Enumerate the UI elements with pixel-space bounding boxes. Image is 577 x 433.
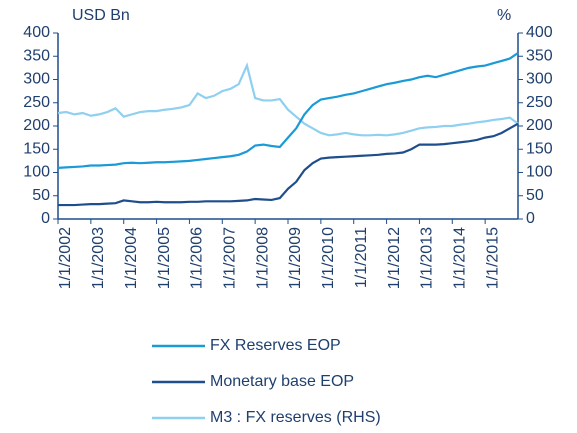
y2-tick-label: 200 [526,117,553,134]
x-tick-label: 1/1/2011 [353,227,370,288]
y2-tick-label: 300 [526,71,553,88]
y2-tick-label: 250 [526,94,553,111]
x-tick-label: 1/1/2002 [57,227,74,289]
x-tick-label: 1/1/2003 [90,227,107,289]
y2-tick-label: 100 [526,164,553,181]
x-tick-label: 1/1/2005 [156,227,173,289]
y-tick-label: 0 [41,210,50,227]
y2-tick-label: 50 [526,187,544,204]
x-tick-label: 1/1/2009 [287,227,304,289]
x-tick-label: 1/1/2006 [189,227,206,289]
y-tick-label: 100 [23,164,50,181]
x-tick-label: 1/1/2007 [222,227,239,289]
series-line [57,62,519,137]
x-tick-label: 1/1/2014 [452,227,469,289]
legend-label: Monetary base EOP [210,373,354,390]
x-tick-label: 1/1/2012 [386,227,403,289]
series-line [58,122,519,207]
x-tick-label: 1/1/2008 [254,227,271,289]
y-tick-label: 50 [32,187,50,204]
y2-tick-label: 400 [526,24,553,41]
y-tick-label: 250 [23,94,50,111]
y-tick-label: 200 [23,117,50,134]
y-tick-label: 150 [23,140,50,157]
y-axis-label: USD Bn [72,7,130,24]
y2-tick-label: 150 [526,140,553,157]
x-tick-label: 1/1/2004 [123,227,140,289]
x-tick-label: 1/1/2015 [484,227,501,289]
y-tick-label: 400 [23,24,50,41]
y2-axis-label: % [497,7,511,24]
y2-tick-label: 350 [526,47,553,64]
x-tick-label: 1/1/2010 [320,227,337,289]
y-tick-label: 300 [23,71,50,88]
legend-label: FX Reserves EOP [210,337,341,354]
y2-tick-label: 0 [526,210,535,227]
x-tick-label: 1/1/2013 [419,227,436,289]
series-line [57,52,519,169]
legend-label: M3 : FX reserves (RHS) [210,409,381,426]
y-tick-label: 350 [23,47,50,64]
